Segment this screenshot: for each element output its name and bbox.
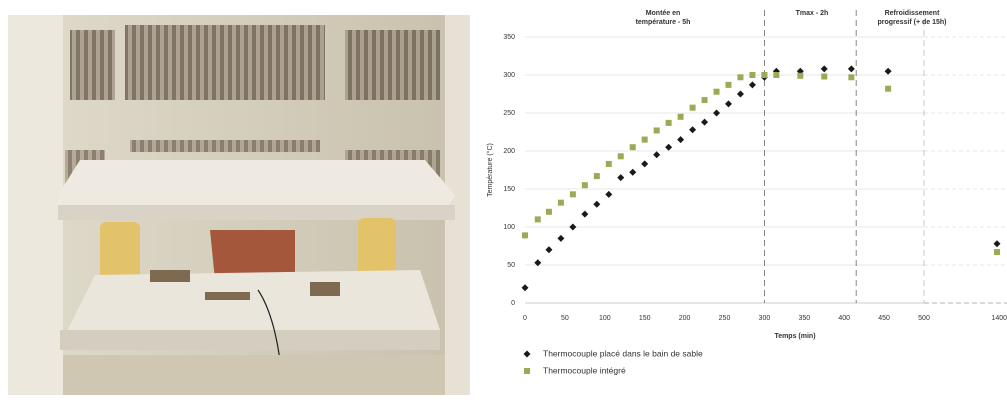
x-tick-label: 500 — [918, 315, 930, 322]
x-tick-label: 100 — [599, 315, 611, 322]
data-point — [534, 216, 541, 223]
lower-shelf — [60, 270, 440, 345]
data-point — [665, 143, 673, 151]
data-point — [797, 72, 804, 79]
x-axis-label: Temps (min) — [774, 333, 815, 340]
data-point — [993, 240, 1001, 248]
phase-annotation: Montée en — [646, 10, 681, 17]
heating-coil — [130, 140, 320, 152]
x-tick-label: 250 — [719, 315, 731, 322]
data-point — [605, 160, 612, 167]
y-tick-label: 300 — [503, 72, 515, 79]
phase-annotation: température - 5h — [636, 19, 691, 26]
kiln-floor — [63, 355, 445, 395]
data-point — [885, 85, 892, 92]
data-point — [737, 74, 744, 81]
upper-shelf-edge — [58, 205, 455, 220]
data-point — [761, 72, 768, 78]
data-point — [653, 127, 660, 134]
heating-coil — [70, 30, 115, 100]
data-point — [725, 81, 732, 88]
phase-annotation: Refroidissement — [885, 10, 941, 17]
y-tick-label: 50 — [507, 262, 515, 269]
data-point — [736, 90, 744, 98]
x-tick-label: 1400 — [991, 315, 1007, 322]
data-point — [617, 153, 624, 160]
data-point — [557, 234, 565, 242]
data-point — [641, 136, 648, 143]
x-tick-label: 50 — [561, 315, 569, 322]
data-point — [641, 160, 649, 168]
heating-coil — [125, 25, 325, 100]
data-point — [581, 182, 588, 189]
data-point — [884, 67, 892, 75]
kiln-photo — [8, 15, 470, 395]
data-point — [569, 223, 577, 231]
data-point — [545, 208, 552, 215]
phase-annotation: progressif (+ de 15h) — [877, 19, 946, 26]
data-point — [522, 232, 528, 239]
data-point — [593, 173, 600, 180]
legend-marker — [524, 368, 530, 374]
shard — [310, 282, 340, 296]
data-point — [605, 190, 613, 198]
data-point — [629, 168, 637, 176]
kiln-wall-left — [8, 15, 63, 395]
data-point — [689, 104, 696, 111]
data-point — [994, 249, 1000, 256]
data-point — [521, 284, 529, 292]
legend-marker — [523, 350, 531, 358]
data-point — [821, 73, 828, 80]
y-tick-label: 150 — [503, 186, 515, 193]
lower-shelf-edge — [60, 330, 440, 350]
data-point — [713, 109, 721, 117]
y-tick-label: 100 — [503, 224, 515, 231]
shard — [150, 270, 190, 282]
shard — [205, 292, 250, 300]
data-point — [689, 126, 697, 134]
heating-coil — [345, 30, 440, 100]
data-point — [677, 136, 685, 144]
data-point — [848, 74, 855, 81]
data-point — [847, 65, 855, 73]
y-tick-label: 200 — [503, 148, 515, 155]
data-point — [701, 97, 708, 104]
y-tick-label: 250 — [503, 110, 515, 117]
y-axis-label: Température (°C) — [486, 143, 494, 197]
y-tick-label: 350 — [503, 34, 515, 41]
x-tick-label: 300 — [759, 315, 771, 322]
x-tick-label: 0 — [523, 315, 527, 322]
x-tick-label: 350 — [798, 315, 810, 322]
data-point — [665, 119, 672, 126]
y-tick-label: 0 — [511, 300, 515, 307]
legend-label: Thermocouple placé dans le bain de sable — [543, 348, 703, 358]
data-point — [569, 191, 576, 198]
x-tick-label: 200 — [679, 315, 691, 322]
data-point — [820, 65, 828, 73]
data-point — [629, 144, 636, 151]
data-point — [724, 100, 732, 108]
data-point — [557, 199, 564, 206]
data-point — [581, 210, 589, 218]
data-point — [617, 174, 625, 182]
data-point — [653, 151, 661, 159]
data-point — [713, 88, 720, 95]
data-point — [748, 81, 756, 89]
phase-annotation: Tmax - 2h — [796, 10, 829, 17]
x-tick-label: 450 — [878, 315, 890, 322]
data-point — [593, 200, 601, 208]
data-point — [677, 113, 684, 120]
x-tick-label: 400 — [838, 315, 850, 322]
legend-label: Thermocouple intégré — [543, 365, 626, 375]
data-point — [749, 72, 756, 78]
data-point — [534, 259, 542, 267]
chart: Température (°C) Temps (min) 0 50 100 150 20… — [486, 10, 1007, 375]
data-point — [773, 72, 780, 78]
data-point — [701, 118, 709, 126]
x-tick-label: 150 — [639, 315, 651, 322]
data-point — [545, 246, 553, 254]
